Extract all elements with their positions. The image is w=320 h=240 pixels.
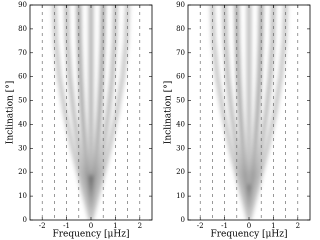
x-tick-label: 1	[271, 222, 275, 230]
y-tick-label: 10	[18, 192, 27, 200]
ridge	[247, 5, 288, 220]
ridge	[89, 5, 106, 220]
y-tick-label: 30	[18, 144, 27, 152]
ridge	[234, 5, 251, 220]
x-tick-label: 2	[296, 222, 300, 230]
y-tick-label: 40	[18, 120, 27, 128]
x-tick-label: 1	[113, 222, 117, 230]
x-tick-label: 0	[89, 222, 93, 230]
x-axis-label: Frequency [μHz]	[52, 230, 129, 240]
y-tick-label: 20	[18, 168, 27, 176]
y-tick-label: 80	[18, 25, 27, 33]
y-tick-label: 50	[176, 97, 185, 105]
x-tick-label: 0	[247, 222, 251, 230]
y-tick-label: 0	[23, 216, 27, 224]
y-tick-label: 60	[176, 73, 185, 81]
ridge	[247, 5, 276, 220]
y-tick-label: 50	[18, 97, 27, 105]
y-tick-label: 40	[176, 120, 185, 128]
y-tick-label: 70	[18, 49, 27, 57]
y-tick-label: 80	[176, 25, 185, 33]
x-tick-label: -2	[39, 222, 46, 230]
y-tick-label: 90	[176, 1, 185, 9]
ridge	[64, 5, 93, 220]
ridge	[222, 5, 251, 220]
ridge	[76, 5, 93, 220]
y-tick-label: 20	[176, 168, 185, 176]
x-tick-label: -2	[197, 222, 204, 230]
ridge-layer	[52, 5, 130, 220]
x-tick-label: -1	[221, 222, 228, 230]
ridge	[52, 5, 93, 220]
ridge	[247, 5, 264, 220]
y-tick-label: 30	[176, 144, 185, 152]
x-axis-label: Frequency [μHz]	[210, 230, 287, 240]
y-tick-label: 0	[181, 216, 185, 224]
heatmap	[199, 5, 299, 220]
y-tick-label: 10	[176, 192, 185, 200]
x-tick-label: -1	[63, 222, 70, 230]
ridge	[89, 5, 130, 220]
y-tick-label: 70	[176, 49, 185, 57]
ridge-layer	[210, 5, 288, 220]
ridge	[89, 5, 118, 220]
y-axis-label: Inclination [°]	[6, 81, 16, 144]
y-axis-label: Inclination [°]	[164, 81, 174, 144]
y-tick-label: 90	[18, 1, 27, 9]
ridge	[210, 5, 251, 220]
heatmap	[41, 5, 141, 220]
y-tick-label: 60	[18, 73, 27, 81]
x-tick-label: 2	[138, 222, 142, 230]
